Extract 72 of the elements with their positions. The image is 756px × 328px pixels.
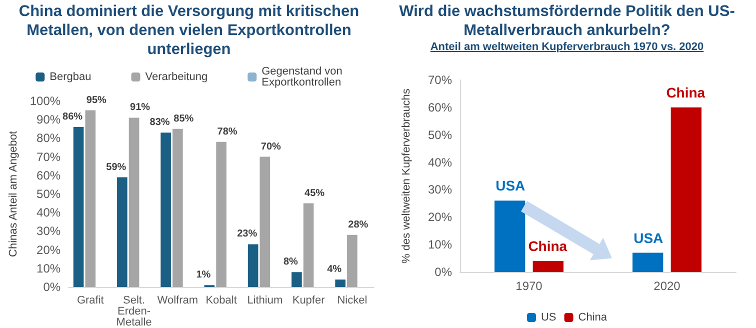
y-tick-label: 10% xyxy=(36,261,61,276)
annotation: USA xyxy=(496,178,526,194)
y-tick-label: 60% xyxy=(36,168,61,182)
legend-label: China xyxy=(578,312,608,324)
data-label: 70% xyxy=(260,141,282,152)
y-tick-label: 100% xyxy=(30,94,61,108)
y-tick-label: 80% xyxy=(36,131,61,146)
bar xyxy=(117,177,128,287)
bar xyxy=(160,132,171,287)
x-tick-label: 1970 xyxy=(516,279,543,293)
y-tick-label: 20% xyxy=(428,210,452,224)
y-axis-title: % des weltweiten Kupferverbrauchs xyxy=(400,88,412,264)
data-label: 78% xyxy=(217,126,238,138)
y-tick-label: 30% xyxy=(36,224,61,238)
annotation: China xyxy=(666,84,706,100)
y-tick-label: 90% xyxy=(36,112,61,127)
bar xyxy=(632,252,664,272)
bar xyxy=(85,110,96,287)
x-tick-label: Selt. Erden-Metalle xyxy=(116,294,152,328)
data-label: 95% xyxy=(86,94,107,106)
legend-label: Verarbeitung xyxy=(145,71,208,83)
y-tick-label: 10% xyxy=(428,238,452,252)
x-tick-label: Kupfer xyxy=(292,294,326,306)
bar xyxy=(73,127,84,287)
bar xyxy=(670,107,702,272)
data-label: 28% xyxy=(348,219,368,230)
data-label: 1% xyxy=(196,270,211,281)
y-tick-label: 70% xyxy=(428,73,452,87)
y-tick-label: 30% xyxy=(428,182,452,197)
bar xyxy=(347,234,358,287)
legend-label: US xyxy=(540,312,556,324)
x-tick-label: Lithium xyxy=(247,294,283,306)
annotation: USA xyxy=(634,230,664,246)
y-tick-label: 20% xyxy=(36,242,61,257)
bar xyxy=(303,203,314,287)
data-label: 59% xyxy=(106,162,126,173)
x-tick-label: Wolfram xyxy=(157,294,198,306)
bar xyxy=(260,156,270,287)
data-label: 8% xyxy=(283,256,298,268)
x-tick-label: Nickel xyxy=(337,294,368,306)
y-tick-label: 0% xyxy=(43,280,61,294)
chart-subtitle: Anteil am weltweiten Kupferverbrauch 1970 vs. 2020 xyxy=(429,41,705,53)
bar xyxy=(292,272,302,287)
y-tick-label: 40% xyxy=(36,206,61,220)
annotation: China xyxy=(528,238,568,254)
data-label: 4% xyxy=(327,264,342,276)
data-label: 86% xyxy=(62,112,83,123)
y-tick-label: 60% xyxy=(428,100,452,114)
y-tick-label: 40% xyxy=(428,155,452,170)
bar xyxy=(532,261,564,272)
chart-title: Wird die wachstumsfördernde Politik den US-Metallverbrauch ankurbeln? xyxy=(398,2,736,40)
data-label: 83% xyxy=(150,117,170,128)
data-label: 45% xyxy=(304,188,325,199)
data-label: 91% xyxy=(130,102,150,114)
x-tick-label: 2020 xyxy=(654,279,681,293)
y-axis-title: Chinas Anteil am Angebot xyxy=(8,131,20,257)
y-tick-label: 50% xyxy=(428,128,452,142)
chart-title: China dominiert die Versorgung mit kritischen Metallen, von denen vielen Exportkontrollen unterliegen xyxy=(18,2,360,59)
x-tick-label: Kobalt xyxy=(206,294,237,306)
bar xyxy=(248,244,258,287)
legend-label: Gegenstand von Exportkontrollen xyxy=(262,66,342,88)
y-tick-label: 0% xyxy=(434,265,452,279)
bar xyxy=(335,280,346,287)
y-tick-label: 50% xyxy=(36,187,61,201)
legend-label: Bergbau xyxy=(50,71,92,83)
data-label: 23% xyxy=(237,228,258,240)
x-tick-label: Grafit xyxy=(76,294,104,306)
bar xyxy=(216,142,226,287)
bar xyxy=(128,118,140,287)
data-label: 85% xyxy=(174,113,194,124)
y-tick-label: 70% xyxy=(36,150,61,164)
bar xyxy=(172,128,183,287)
